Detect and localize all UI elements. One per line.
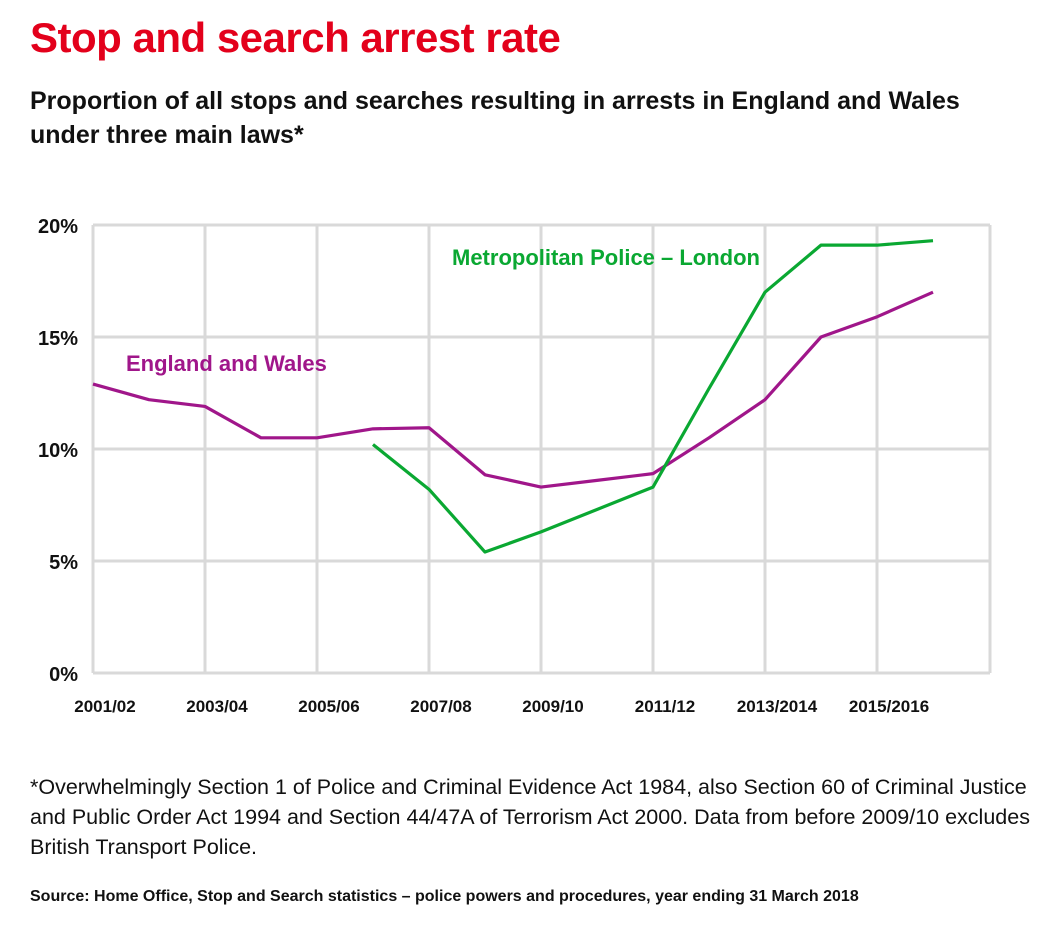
y-axis-ticks: 0% 5% 10% 15% 20% — [38, 216, 78, 686]
source-note: Source: Home Office, Stop and Search sta… — [30, 888, 859, 905]
x-tick-label: 2013/2014 — [737, 697, 818, 716]
series-lines — [92, 239, 934, 554]
x-tick-label: 2001/02 — [74, 697, 135, 716]
x-tick-label: 2007/08 — [410, 697, 471, 716]
x-tick-label: 2003/04 — [186, 697, 248, 716]
y-tick-label: 15% — [38, 328, 78, 350]
series-label-england-wales: England and Wales — [126, 351, 327, 376]
x-axis-ticks: 2001/02 2003/04 2005/06 2007/08 2009/10 2011/… — [74, 697, 929, 716]
y-tick-label: 0% — [49, 664, 78, 686]
x-tick-label: 2011/12 — [635, 697, 696, 716]
footnote: *Overwhelmingly Section 1 of Police and … — [30, 775, 1030, 859]
x-tick-label: 2015/2016 — [849, 697, 929, 716]
series-label-met-police: Metropolitan Police – London — [452, 245, 760, 270]
y-tick-label: 10% — [38, 440, 78, 462]
x-tick-label: 2005/06 — [298, 697, 359, 716]
chart-subtitle: Proportion of all stops and searches res… — [30, 87, 960, 149]
y-tick-label: 5% — [49, 552, 78, 574]
y-tick-label: 20% — [38, 216, 78, 238]
series-line-0 — [92, 290, 934, 489]
grid — [91, 223, 992, 675]
x-tick-label: 2009/10 — [522, 697, 583, 716]
chart-title: Stop and search arrest rate — [30, 14, 561, 61]
